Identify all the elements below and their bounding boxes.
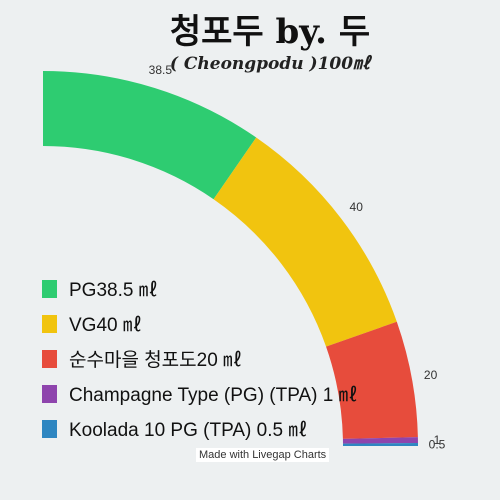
legend-swatch (42, 279, 57, 298)
legend-label: Champagne Type (PG) (TPA) 1 ㎖ (69, 385, 358, 406)
legend-label: 순수마을 청포도20 ㎖ (69, 350, 243, 371)
legend-swatch (42, 349, 57, 368)
chart-subtitle: ( Cheongpodu )100㎖ (169, 54, 371, 74)
legend-swatch (42, 314, 57, 333)
data-label-3: 1 (434, 433, 441, 447)
chart-legend: PG38.5 ㎖ VG40 ㎖ 순수마을 청포도20 ㎖ Champagne Type… (42, 271, 358, 446)
data-label-1: 40 (350, 200, 364, 214)
legend-item[interactable]: PG38.5 ㎖ (42, 271, 358, 306)
pie-slice-4 (342, 443, 418, 446)
pie-slice-3 (342, 437, 418, 444)
data-label-2: 20 (424, 368, 438, 382)
legend-item[interactable]: VG40 ㎖ (42, 306, 358, 341)
legend-label: VG40 ㎖ (69, 315, 142, 336)
data-label-0: 38.5 (149, 63, 173, 77)
legend-swatch (42, 384, 57, 403)
pie-slice-1 (213, 137, 397, 347)
legend-item[interactable]: 순수마을 청포도20 ㎖ (42, 341, 358, 376)
data-label-4: 0.5 (429, 437, 446, 451)
credit-label: Made with Livegap Charts (196, 448, 330, 462)
legend-swatch (42, 419, 57, 438)
legend-item[interactable]: Koolada 10 PG (TPA) 0.5 ㎖ (42, 411, 358, 446)
pie-slice-2 (326, 321, 418, 439)
pie-slice-0 (43, 71, 257, 200)
legend-label: Koolada 10 PG (TPA) 0.5 ㎖ (69, 420, 308, 441)
legend-item[interactable]: Champagne Type (PG) (TPA) 1 ㎖ (42, 376, 358, 411)
chart-title: 청포두 by. 두 (169, 12, 371, 52)
legend-label: PG38.5 ㎖ (69, 280, 158, 301)
